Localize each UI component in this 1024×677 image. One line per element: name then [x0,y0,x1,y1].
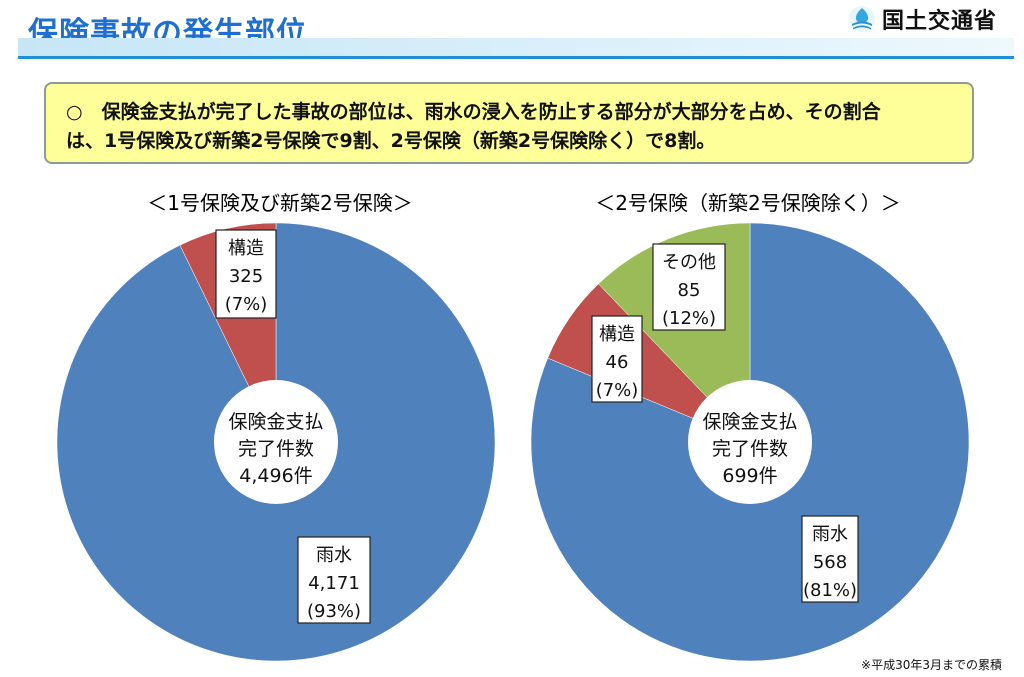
chart-1-label-box-1 [215,229,277,319]
chart-1-slice-0-percent-label: (93%) [307,601,361,622]
chart-2-center-line1: 保険金支払 [702,411,797,433]
chart-1-slice-1-name-label: 構造 [228,238,264,259]
title-bar [18,38,1014,56]
chart-2-slice-0-percent-label: (81%) [803,580,857,601]
chart-2-slice-0-name-label: 雨水 [812,524,848,545]
chart-2-center-hole [688,380,812,504]
chart-2-slice-0-value-label: 568 [813,552,847,573]
chart-2-slice-2-name-label: その他 [662,252,716,273]
chart-1-slice-1-percent-label: (7%) [225,294,268,315]
chart-2-slice-2-value-label: 85 [678,280,701,301]
chart-1-center-line3: 4,496件 [239,465,312,487]
chart-1-slice-0-name-label: 雨水 [316,545,352,566]
logo-text: 国土交通省 [882,9,998,34]
summary-line-1: ○ 保険金支払が完了した事故の部位は、雨水の浸入を防止する部分が大部分を占め、そ… [66,101,881,123]
footnote: ※平成30年3月までの累積 [861,658,1002,672]
chart-2-center-line2: 完了件数 [712,438,788,460]
chart-2-title: ＜2号保険（新築2号保険除く）＞ [595,191,901,215]
summary-note: ○ 保険金支払が完了した事故の部位は、雨水の浸入を防止する部分が大部分を占め、そ… [44,82,974,164]
title-underline [18,56,1014,59]
chart-2-label-box-0 [801,515,859,603]
chart-1-label-box-0 [297,536,371,624]
chart-1-slice-1-value-label: 325 [229,266,263,287]
chart-2-slice-1-percent-label: (7%) [596,380,639,401]
ministry-logo: 国土交通省 [848,4,997,34]
chart-2-slice-1-value-label: 46 [606,352,629,373]
chart-1-title: ＜1号保険及び新築2号保険＞ [147,191,413,215]
chart-2-label-box-2 [652,243,726,331]
chart-2-slice-1-name-label: 構造 [599,324,635,345]
chart-1-center-hole [214,380,338,504]
chart-2-center-line3: 699件 [722,465,777,487]
mlit-logo-icon [849,6,875,32]
chart-1-slice-0-value-label: 4,171 [308,573,360,594]
chart-1-center-line1: 保険金支払 [228,411,323,433]
chart-2-label-box-1 [591,315,643,403]
summary-line-2: は、1号保険及び新築2号保険で9割、2号保険（新築2号保険除く）で8割。 [66,130,716,152]
chart-1-center-line2: 完了件数 [238,438,314,460]
chart-2-slice-2-percent-label: (12%) [662,308,716,329]
